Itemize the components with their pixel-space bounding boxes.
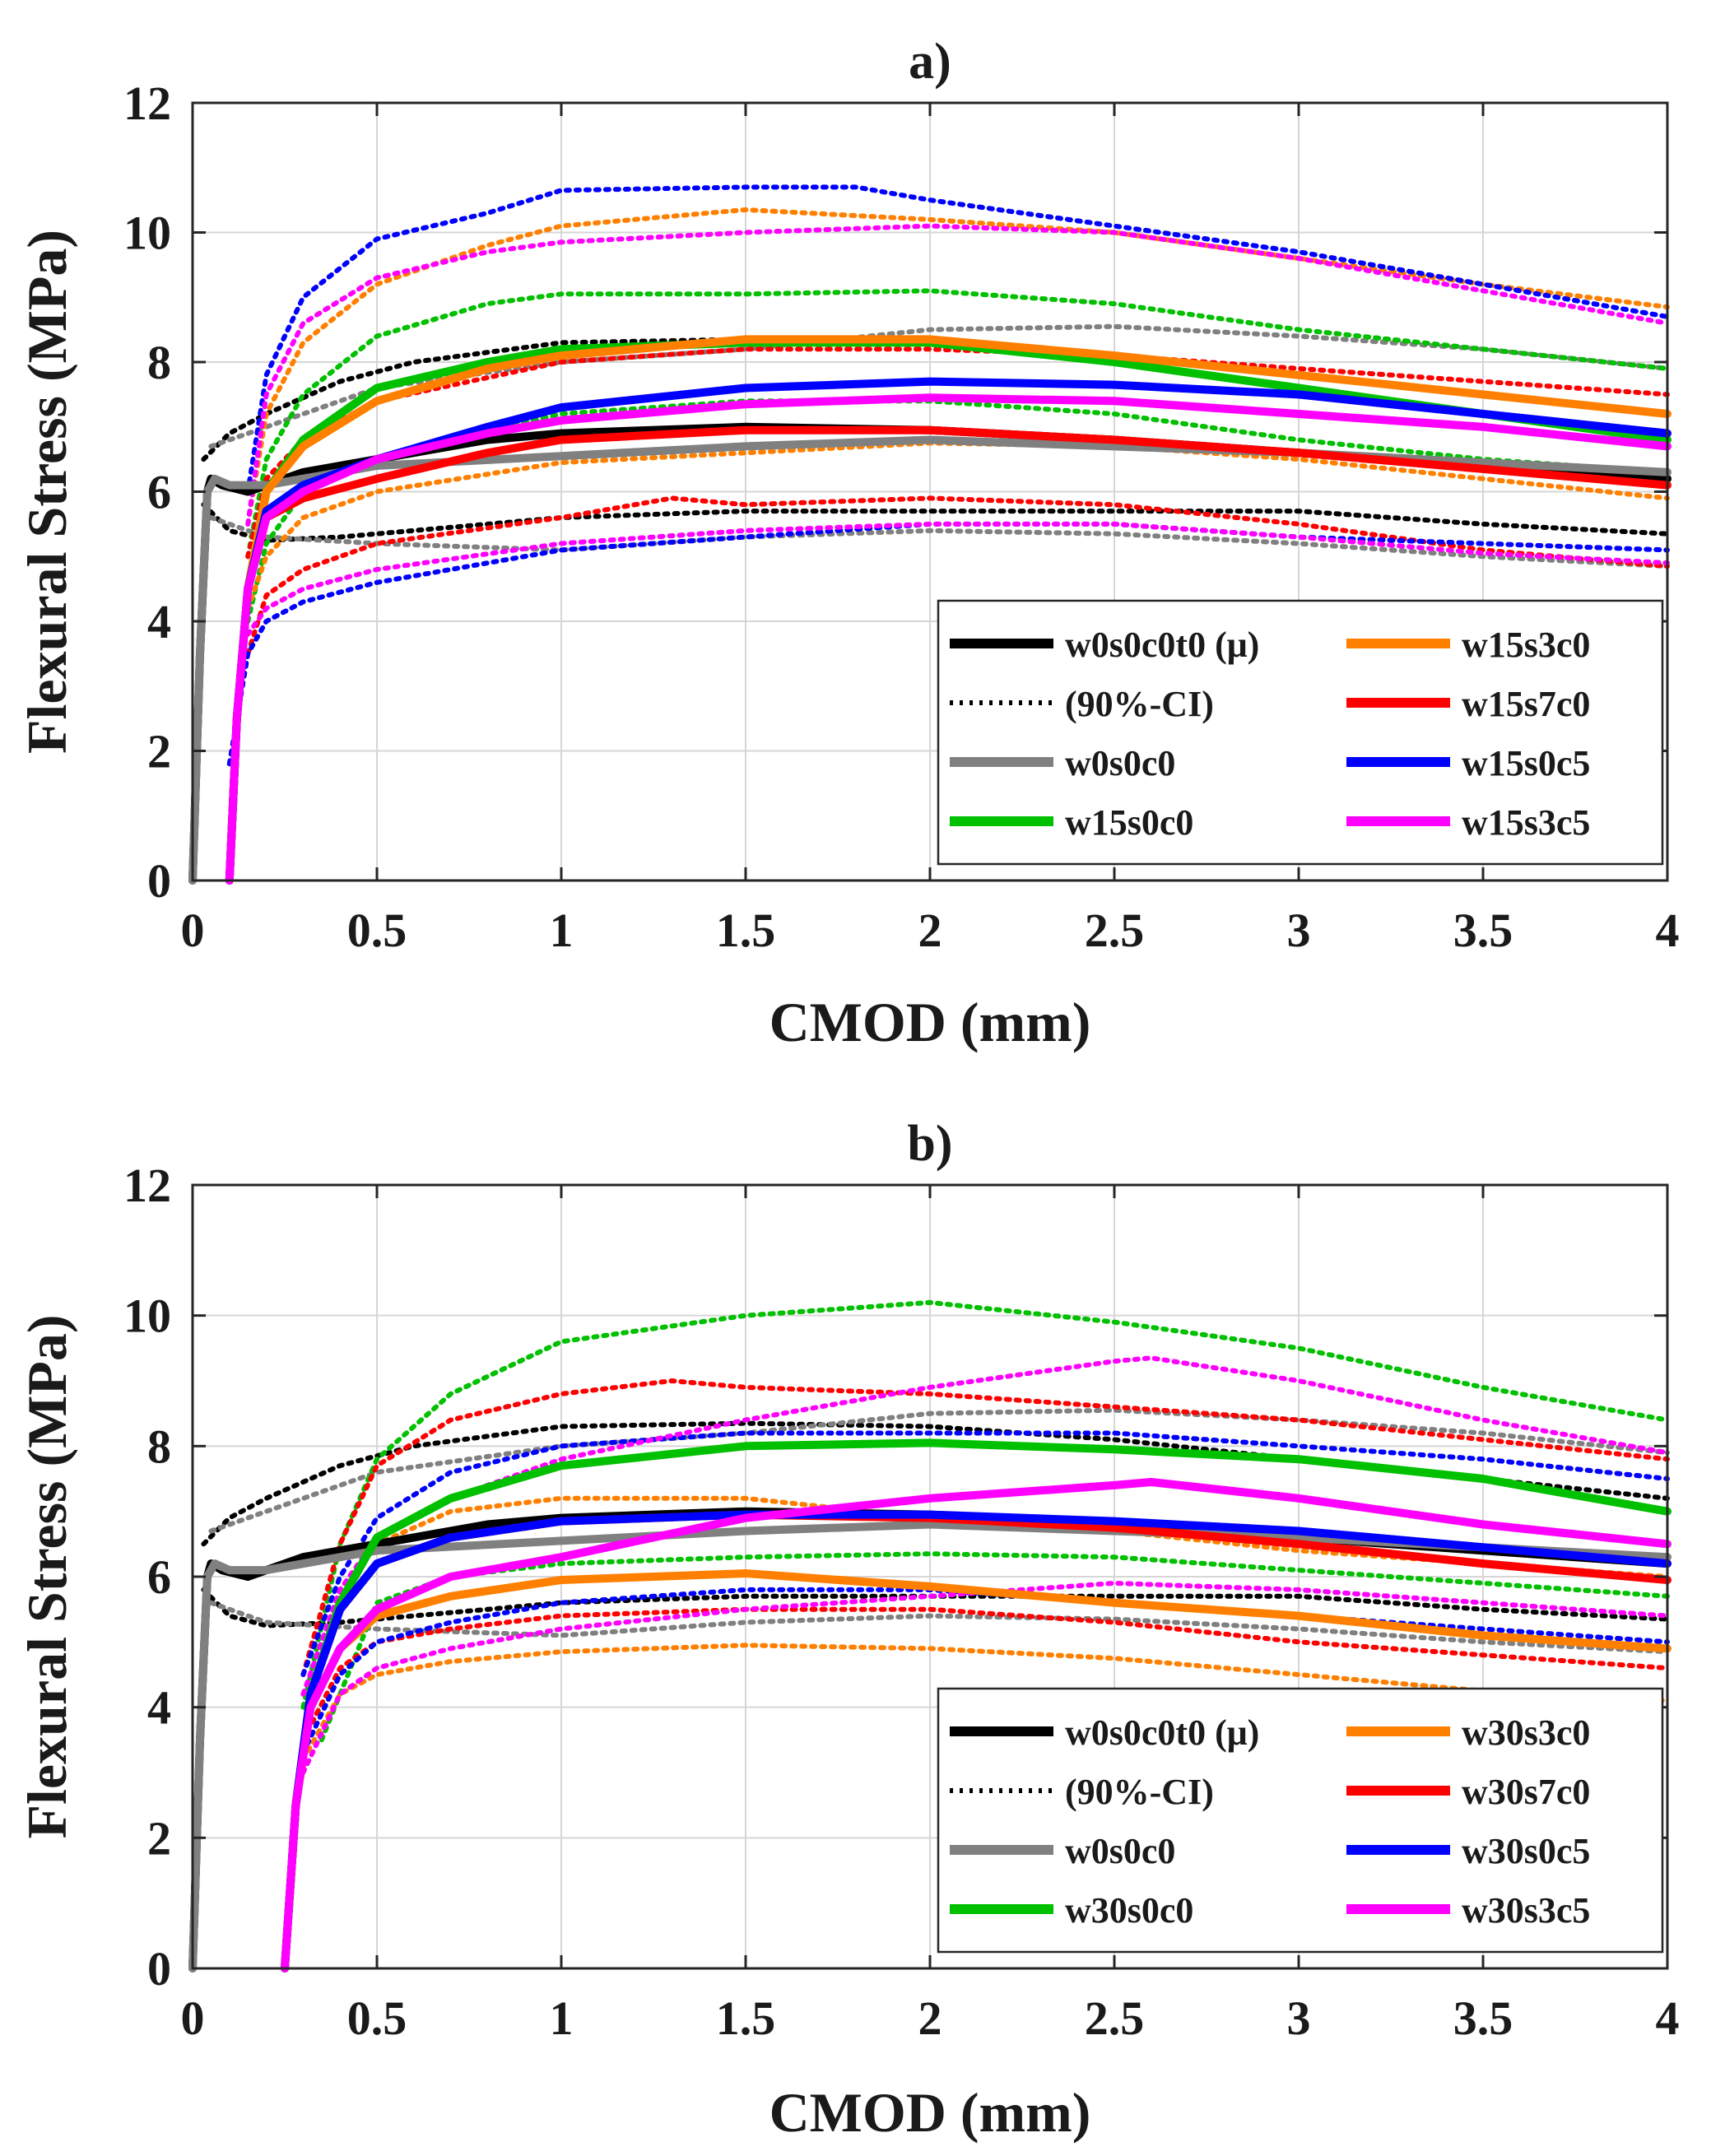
- legend-entry-label: w30s3c0: [1462, 1712, 1590, 1753]
- series-line-w30s3c5-ci-upper: [300, 1355, 1670, 1697]
- y-tick-label: 4: [147, 595, 171, 648]
- series-line-w0s0c0t0-ci-lower: [201, 1587, 1670, 1629]
- legend: w0s0c0t0 (μ) (90%-CI) w0s0c0 w15s0c0 w15s3c0…: [937, 599, 1664, 866]
- x-tick-label: 4: [1656, 904, 1680, 957]
- series-line-w15s7c0-ci-upper: [245, 346, 1670, 560]
- series-line-w0s0c0-ci-upper: [208, 1407, 1670, 1534]
- y-tick-label: 8: [147, 1420, 171, 1473]
- series-line-w15s0c0-ci-upper: [245, 288, 1670, 560]
- series-line-w15s0c5-ci-upper: [245, 184, 1670, 495]
- legend-entry-label: w0s0c0: [1065, 1831, 1175, 1871]
- legend-entry-label: (90%-CI): [1065, 684, 1214, 724]
- series-line-w30s7c0-ci-upper: [300, 1378, 1670, 1677]
- y-tick-label: 6: [147, 1550, 171, 1604]
- series-line-w15s3c0-ci-upper: [245, 207, 1670, 527]
- x-tick-label: 3: [1287, 1991, 1311, 2045]
- legend-entry-label: w0s0c0t0 (μ): [1065, 1712, 1259, 1753]
- series-line-w15s3c5: [225, 393, 1672, 885]
- series-group: [188, 1299, 1672, 1972]
- y-tick-label: 0: [147, 854, 171, 908]
- chart-title: a): [909, 34, 951, 90]
- series-line-w0s0c0-ci-lower: [208, 515, 1670, 569]
- x-tick-label: 1: [550, 1991, 574, 2045]
- legend-entry-label: w30s0c0: [1065, 1890, 1193, 1931]
- x-tick-label: 2: [918, 904, 942, 957]
- x-tick-label: 4: [1656, 1991, 1680, 2045]
- series-line-w30s0c5-ci-upper: [300, 1430, 1670, 1677]
- y-tick-label: 4: [147, 1681, 171, 1735]
- chart-panel-a: 0 0.5 1 1.5 2 2.5 3 3.5 4 0 2 4 6 8 10 12 a) CMOD (mm) Fle…: [16, 34, 1680, 1053]
- legend-entry-label: w15s0c5: [1462, 743, 1590, 783]
- series-line-w0s0c0: [188, 1520, 1672, 1972]
- x-tick-label: 0: [181, 1991, 205, 2045]
- chart-title: b): [907, 1116, 952, 1172]
- legend-entry-label: w30s3c5: [1462, 1890, 1590, 1931]
- x-tick-label: 0.5: [347, 1991, 407, 2045]
- legend-entry-label: w15s7c0: [1462, 684, 1590, 724]
- series-line-w30s0c5: [281, 1510, 1672, 1972]
- x-tick-label: 1.5: [716, 904, 776, 957]
- y-tick-label: 10: [123, 207, 171, 260]
- x-axis-label: CMOD (mm): [770, 2081, 1091, 2144]
- y-tick-label: 10: [123, 1289, 171, 1343]
- x-tick-label: 3: [1287, 904, 1311, 957]
- legend-entry-label: w30s0c5: [1462, 1831, 1590, 1871]
- series-line-w30s3c5: [281, 1478, 1672, 1972]
- y-tick-label: 0: [147, 1942, 171, 1996]
- legend-entry-label: w0s0c0t0 (μ): [1065, 625, 1259, 665]
- y-axis-label: Flexural Stress (MPa): [16, 230, 78, 754]
- legend-entry-label: w15s0c0: [1065, 802, 1193, 843]
- y-tick-label: 2: [147, 1811, 171, 1865]
- y-tick-label: 2: [147, 725, 171, 778]
- y-tick-label: 6: [147, 466, 171, 519]
- x-axis-label: CMOD (mm): [770, 991, 1091, 1053]
- chart-panel-b: 0 0.5 1 1.5 2 2.5 3 3.5 4 0 2 4 6 8 10 12 b) CMOD (mm) Fle…: [16, 1116, 1680, 2144]
- series-line-w15s3c0-ci-lower: [245, 440, 1670, 611]
- x-tick-label: 2.5: [1085, 1991, 1145, 2045]
- x-tick-label: 2.5: [1085, 904, 1145, 957]
- x-tick-label: 0.5: [347, 904, 407, 957]
- y-tick-label: 12: [123, 1159, 171, 1212]
- legend-box: [937, 599, 1664, 866]
- legend-entry-label: (90%-CI): [1065, 1772, 1214, 1812]
- x-tick-label: 0: [181, 904, 205, 957]
- x-tick-label: 3.5: [1453, 904, 1513, 957]
- y-tick-label: 12: [123, 77, 171, 130]
- x-tick-label: 1: [550, 904, 574, 957]
- series-line-w30s3c5-ci-lower: [300, 1580, 1670, 1775]
- y-tick-label: 8: [147, 336, 171, 389]
- series-line-w15s3c5-ci-upper: [245, 223, 1670, 527]
- x-tick-label: 2: [918, 1991, 942, 2045]
- legend-entry-label: w0s0c0: [1065, 743, 1175, 783]
- series-line-w30s3c0-ci-lower: [300, 1643, 1670, 1763]
- legend-entry-label: w30s7c0: [1462, 1772, 1590, 1812]
- series-line-w15s7c0-ci-lower: [245, 495, 1670, 657]
- series-line-w15s3c5-ci-lower: [245, 521, 1670, 637]
- y-axis-label: Flexural Stress (MPa): [16, 1314, 78, 1838]
- legend: w0s0c0t0 (μ) (90%-CI) w0s0c0 w30s0c0 w30s3c0…: [937, 1687, 1664, 1954]
- x-tick-label: 3.5: [1453, 1991, 1513, 2045]
- legend-entry-label: w15s3c5: [1462, 802, 1590, 843]
- x-tick-label: 1.5: [716, 1991, 776, 2045]
- legend-entry-label: w15s3c0: [1462, 625, 1590, 665]
- series-group: [188, 184, 1672, 885]
- legend-box: [937, 1687, 1664, 1954]
